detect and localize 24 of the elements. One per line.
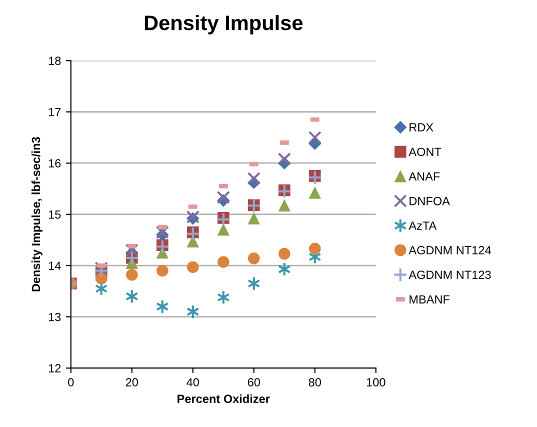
legend-label: AGDNM NT123	[408, 270, 491, 279]
y-tick-label: 15	[48, 210, 61, 219]
x-tick-label: 0	[68, 378, 74, 386]
y-tick-label: 14	[48, 262, 61, 270]
y-tick-label: 12	[48, 364, 61, 372]
x-tick-label: 80	[308, 378, 321, 386]
legend-label: AONT	[408, 148, 442, 156]
legend-label: MBANF	[410, 295, 450, 304]
chart-title: Density Impulse	[144, 14, 303, 34]
x-tick-label: 100	[366, 378, 386, 386]
y-tick-label: 13	[48, 312, 61, 322]
y-tick-label: 18	[48, 56, 61, 66]
x-tick-label: 20	[126, 378, 138, 386]
legend-label: DNFOA	[410, 196, 450, 206]
x-axis-title: Percent Oxidizer	[178, 394, 270, 404]
x-tick-label: 60	[248, 378, 260, 386]
y-axis-title: Density Impulse, lbf-sec/in3	[31, 137, 42, 292]
legend-label: RDX	[410, 123, 434, 132]
legend-label: AGDNM NT124	[408, 246, 491, 254]
y-tick-label: 17	[48, 108, 61, 116]
legend-label: ANAF	[408, 172, 440, 181]
y-tick-label: 16	[48, 159, 61, 168]
legend-label: AzTA	[408, 222, 437, 230]
x-tick-label: 40	[186, 378, 199, 386]
